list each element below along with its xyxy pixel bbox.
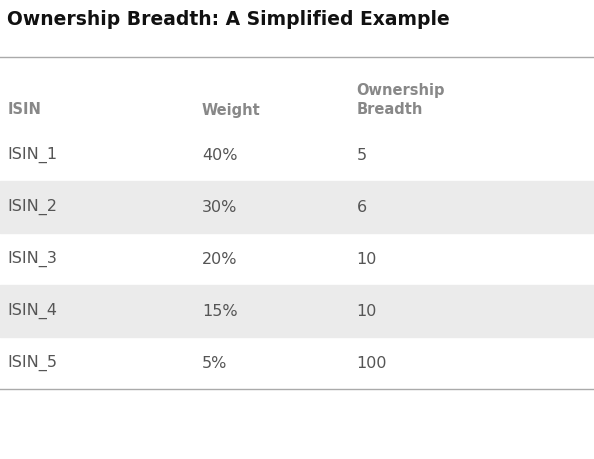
Bar xyxy=(0,285,594,337)
Text: ISIN_3: ISIN_3 xyxy=(7,251,57,267)
Text: 5%: 5% xyxy=(202,356,228,370)
Text: ISIN_1: ISIN_1 xyxy=(7,147,57,163)
Text: 100: 100 xyxy=(356,356,387,370)
Text: 10: 10 xyxy=(356,252,377,267)
Text: Breadth: Breadth xyxy=(356,102,423,118)
Text: ISIN_5: ISIN_5 xyxy=(7,355,57,371)
Text: 10: 10 xyxy=(356,303,377,319)
Text: 40%: 40% xyxy=(202,147,238,162)
Text: Ownership Breadth: A Simplified Example: Ownership Breadth: A Simplified Example xyxy=(7,10,450,29)
Text: ISIN_2: ISIN_2 xyxy=(7,199,57,215)
Text: ISIN: ISIN xyxy=(7,102,41,118)
Text: ISIN_4: ISIN_4 xyxy=(7,303,57,319)
Text: 15%: 15% xyxy=(202,303,238,319)
Text: 30%: 30% xyxy=(202,200,238,214)
Text: 20%: 20% xyxy=(202,252,238,267)
Bar xyxy=(0,181,594,233)
Text: 6: 6 xyxy=(356,200,366,214)
Text: Weight: Weight xyxy=(202,102,261,118)
Text: 5: 5 xyxy=(356,147,366,162)
Text: Ownership: Ownership xyxy=(356,84,445,99)
